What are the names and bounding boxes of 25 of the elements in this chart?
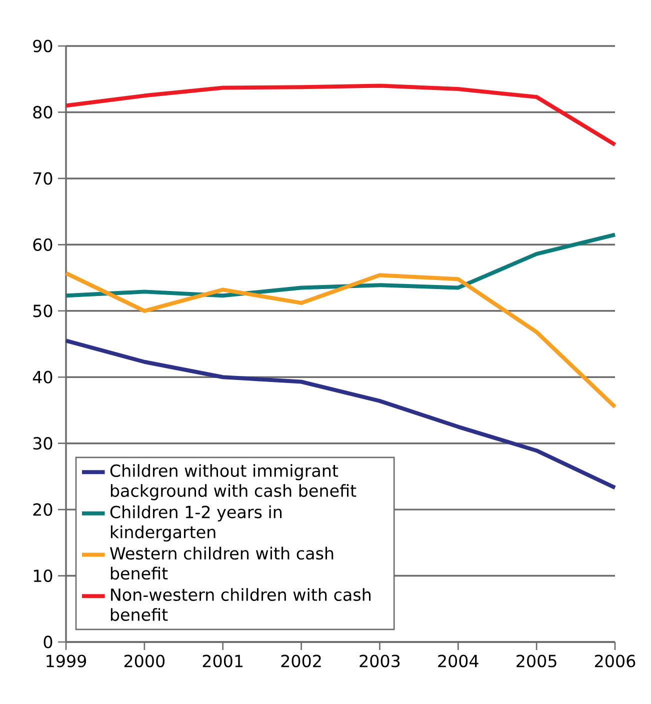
y-tick-label: 0 xyxy=(44,636,52,648)
y-tick-label: 70 xyxy=(33,172,52,185)
x-tick-label: 2001 xyxy=(202,654,243,668)
x-tick-label: 2002 xyxy=(281,654,321,668)
x-tick-label: 2004 xyxy=(438,654,478,668)
legend-label: Western children with cash benefit xyxy=(110,546,334,580)
legend-label: Children 1-2 years in kindergarten xyxy=(110,505,282,542)
x-tick-label: 2006 xyxy=(595,654,636,668)
line-series xyxy=(64,84,617,147)
line-series xyxy=(64,232,617,298)
legend-label: Children without immigrant background with cash benefit xyxy=(110,464,356,500)
y-tick-label: 30 xyxy=(33,437,52,450)
y-tick-label: 80 xyxy=(33,106,52,119)
y-tick-label: 10 xyxy=(34,569,52,582)
x-tick-label: 1999 xyxy=(46,654,86,668)
x-tick-label: 2005 xyxy=(516,654,556,668)
y-tick-label: 20 xyxy=(33,503,52,516)
legend-label: Non-western children with cash benefit xyxy=(110,588,370,621)
y-tick-label: 90 xyxy=(33,40,52,52)
x-tick-label: 2003 xyxy=(360,654,400,668)
y-tick-label: 60 xyxy=(33,238,52,251)
x-tick-label: 2000 xyxy=(124,654,165,668)
line-series xyxy=(64,271,617,409)
y-tick-label: 50 xyxy=(33,304,52,318)
y-tick-label: 40 xyxy=(32,370,52,384)
